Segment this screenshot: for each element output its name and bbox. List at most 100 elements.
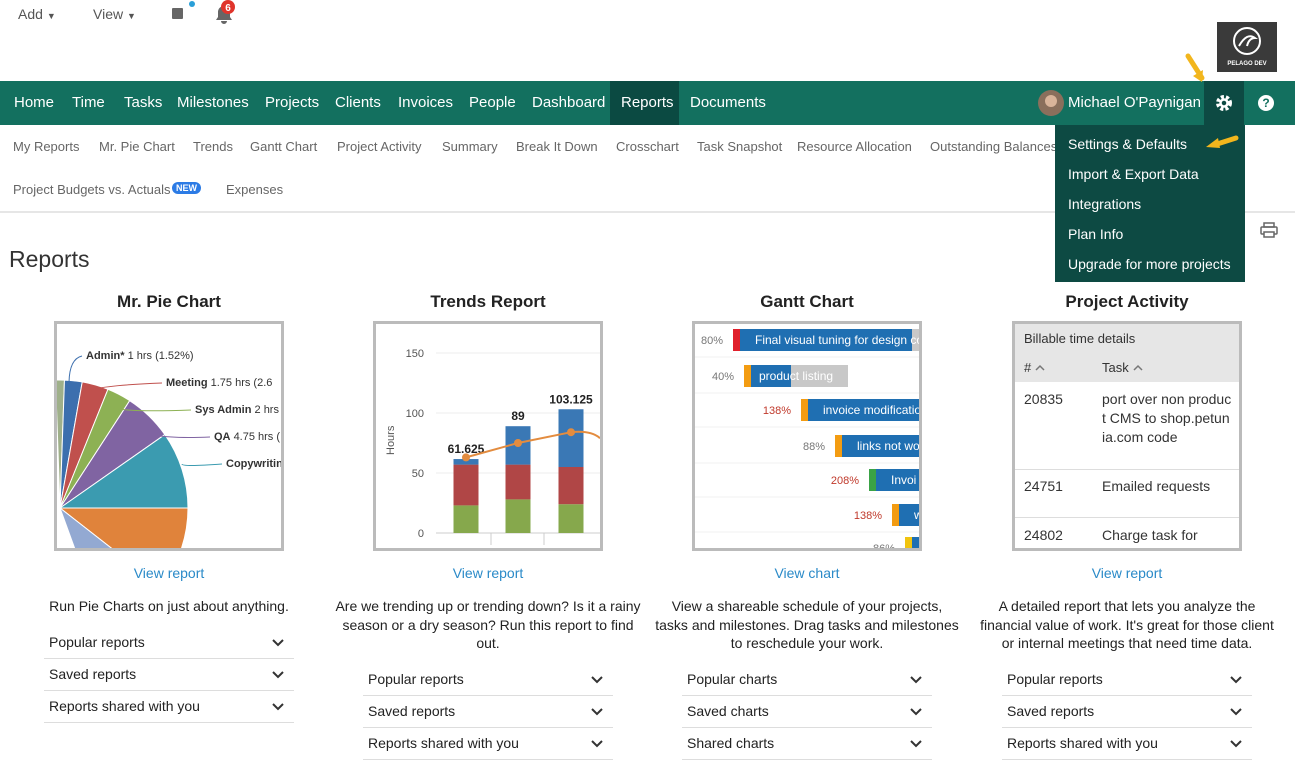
nav-item[interactable]: Time — [72, 94, 105, 111]
dropdown-label: Saved reports — [49, 665, 137, 682]
leader-line — [84, 382, 163, 395]
dropdown-row[interactable]: Reports shared with you — [1002, 728, 1252, 760]
dropdown-label: Saved reports — [1007, 702, 1095, 719]
view-label: View — [93, 6, 124, 22]
thumbnail[interactable]: Admin* 1 hrs (1.52%) Meeting 1.75 hrs (2.… — [54, 321, 284, 551]
card-title: Gantt Chart — [760, 292, 854, 311]
view-link[interactable]: View report — [452, 565, 524, 581]
column-header[interactable]: Task — [1102, 360, 1143, 375]
gantt-task: product listing — [759, 369, 833, 383]
view-link[interactable]: View report — [1091, 565, 1163, 581]
gantt-percent: 80% — [701, 335, 723, 347]
nav-item[interactable]: Tasks — [124, 94, 163, 111]
subnav-link[interactable]: Crosschart — [616, 139, 679, 154]
subnav-link[interactable]: Resource Allocation — [797, 139, 912, 154]
chevron — [272, 638, 284, 647]
view-link[interactable]: View chart — [774, 565, 840, 581]
dropdown-row[interactable]: Saved reports — [363, 696, 613, 728]
note-icon[interactable] — [172, 8, 183, 19]
chevron-path — [591, 676, 603, 684]
chevron-path — [272, 670, 284, 679]
gantt-task: invoice modificatio — [823, 403, 919, 417]
menu-item[interactable]: Upgrade for more projects — [1068, 256, 1231, 272]
nav-item[interactable]: Reports — [610, 81, 679, 125]
settings-button[interactable] — [1204, 81, 1244, 125]
dropdown-row[interactable]: Popular reports — [44, 627, 294, 659]
subnav-link[interactable]: Project Budgets vs. Actuals — [13, 182, 171, 197]
dropdown-label: Shared charts — [687, 734, 775, 751]
dropdown-list: Popular charts Saved charts Shared charts — [682, 664, 932, 760]
menu-item[interactable]: Import & Export Data — [1068, 166, 1199, 182]
print-icon[interactable] — [1260, 222, 1278, 238]
dropdown-row[interactable]: Shared charts — [682, 728, 932, 760]
nav-item[interactable]: Milestones — [177, 94, 249, 111]
dropdown-row[interactable]: Reports shared with you — [44, 691, 294, 723]
nav-item[interactable]: Home — [14, 94, 55, 111]
thumbnail-graphic: 80% Final visual tuning for design co 40% p… — [695, 329, 919, 548]
thumbnail-graphic: 0 50 100 150 Hours 61.625 89 103.125 — [385, 348, 600, 545]
gantt-percent: 138% — [854, 510, 882, 522]
gantt-bar — [808, 399, 919, 421]
bar-segment — [453, 459, 479, 465]
arrow-head — [1193, 70, 1203, 82]
dropdown-row[interactable]: Reports shared with you — [363, 728, 613, 760]
subnav-link[interactable]: My Reports — [13, 139, 80, 154]
avatar-face — [1045, 95, 1057, 107]
nav-item[interactable]: Documents — [690, 94, 766, 111]
dropdown-label: Popular reports — [1007, 670, 1103, 687]
cell-task: port over non product CMS to shop.petuni… — [1102, 391, 1232, 445]
card-body: Run Pie Charts on just about anything. Po… — [9, 597, 329, 723]
chevron-path — [910, 676, 922, 684]
add-menu[interactable]: Add ▼ — [18, 6, 56, 22]
subnav-link[interactable]: Project Activity — [337, 139, 422, 154]
subnav-link[interactable]: Gantt Chart — [250, 139, 318, 154]
chevron — [1230, 676, 1242, 684]
nav-item[interactable]: Projects — [265, 94, 320, 111]
subnav-link[interactable]: Trends — [193, 139, 233, 154]
subnav-link[interactable]: Expenses — [226, 182, 284, 197]
view-link[interactable]: View report — [133, 565, 205, 581]
gantt-marker — [744, 365, 751, 387]
note-dot — [189, 1, 195, 7]
pie-slice — [58, 433, 189, 509]
dropdown-row[interactable]: Popular reports — [1002, 664, 1252, 696]
thumbnail[interactable]: Billable time details # Task 20835 port over… — [1012, 321, 1242, 551]
logo[interactable]: PELAGO DEV — [1217, 22, 1277, 72]
dropdown-row[interactable]: Popular reports — [363, 664, 613, 696]
nav-item[interactable]: Dashboard — [532, 94, 606, 111]
subnav-link[interactable]: Task Snapshot — [697, 139, 783, 154]
thumbnail[interactable]: 0 50 100 150 Hours 61.625 89 103.125 — [373, 321, 603, 551]
dropdown-row[interactable]: Saved charts — [682, 696, 932, 728]
gantt-marker — [835, 435, 842, 457]
nav-item[interactable]: Clients — [335, 94, 381, 111]
subnav-link[interactable]: Break It Down — [516, 139, 598, 154]
subnav-link[interactable]: Mr. Pie Chart — [99, 139, 175, 154]
gantt-task: links not wo — [857, 439, 919, 453]
help-icon[interactable]: ? — [1257, 93, 1277, 113]
column-header[interactable]: # — [1024, 360, 1045, 375]
dropdown-list: Popular reports Saved reports Reports shar… — [44, 627, 294, 723]
nav-item[interactable]: People — [469, 94, 516, 111]
subnav-link[interactable]: Summary — [442, 139, 498, 154]
thumbnail[interactable]: 80% Final visual tuning for design co 40% p… — [692, 321, 922, 551]
chevron-path — [591, 708, 603, 716]
dropdown-row[interactable]: Saved reports — [44, 659, 294, 691]
logo-mark: PELAGO DEV — [1227, 27, 1267, 67]
menu-item[interactable]: Integrations — [1068, 196, 1142, 212]
arrow-head — [1206, 138, 1220, 148]
menu-item[interactable]: Plan Info — [1068, 226, 1124, 242]
card-body: Are we trending up or trending down? Is … — [328, 597, 648, 760]
user-name[interactable]: Michael O'Paynigan — [1068, 94, 1201, 111]
dropdown-row[interactable]: Saved reports — [1002, 696, 1252, 728]
view-menu[interactable]: View ▼ — [93, 6, 136, 22]
row-border — [1015, 469, 1239, 470]
dropdown-row[interactable]: Popular charts — [682, 664, 932, 696]
subnav-link[interactable]: Outstanding Balances — [930, 139, 1058, 154]
nav-item[interactable]: Invoices — [398, 94, 454, 111]
gantt-marker — [892, 504, 899, 526]
gantt-task: Final visual tuning for design co — [755, 333, 919, 347]
menu-item[interactable]: Settings & Defaults — [1068, 136, 1188, 152]
chevron-path — [272, 638, 284, 647]
cell-id: 20835 — [1024, 391, 1063, 407]
